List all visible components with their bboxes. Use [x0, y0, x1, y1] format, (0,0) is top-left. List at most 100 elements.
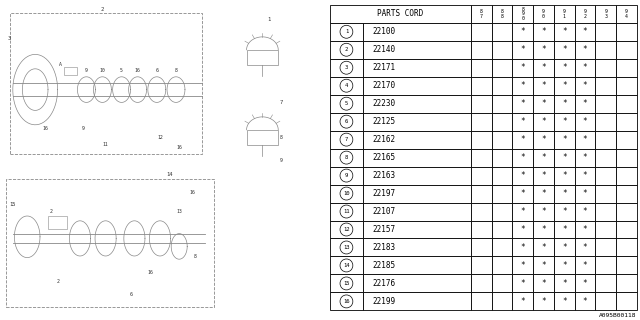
- Bar: [364, 256, 471, 275]
- Bar: [246, 130, 278, 145]
- Bar: [471, 292, 492, 310]
- Text: *: *: [520, 81, 525, 90]
- Text: 8
8: 8 8: [500, 9, 504, 19]
- Bar: [364, 95, 471, 113]
- Text: 8: 8: [345, 155, 348, 160]
- Bar: [471, 167, 492, 185]
- Bar: [554, 220, 575, 238]
- Bar: [595, 5, 616, 23]
- Bar: [471, 256, 492, 275]
- Text: *: *: [582, 225, 588, 234]
- Bar: [364, 77, 471, 95]
- Circle shape: [340, 295, 353, 308]
- Bar: [364, 238, 471, 256]
- Bar: [492, 59, 513, 77]
- Bar: [492, 113, 513, 131]
- Text: *: *: [520, 225, 525, 234]
- Bar: [554, 113, 575, 131]
- Bar: [471, 148, 492, 167]
- Bar: [554, 292, 575, 310]
- Bar: [533, 41, 554, 59]
- Bar: [533, 203, 554, 220]
- Bar: [513, 256, 533, 275]
- Bar: [492, 95, 513, 113]
- Text: 9
3: 9 3: [604, 9, 607, 19]
- Text: 14: 14: [343, 263, 349, 268]
- Bar: [492, 203, 513, 220]
- Bar: [616, 77, 637, 95]
- Bar: [554, 131, 575, 148]
- Circle shape: [340, 277, 353, 290]
- Text: 16: 16: [148, 269, 153, 275]
- Text: *: *: [541, 171, 546, 180]
- Bar: [471, 23, 492, 41]
- Text: 2: 2: [100, 7, 104, 12]
- Text: *: *: [541, 63, 546, 72]
- Bar: [575, 77, 595, 95]
- Circle shape: [340, 115, 353, 128]
- Text: *: *: [541, 99, 546, 108]
- Bar: [575, 5, 595, 23]
- Text: *: *: [582, 171, 588, 180]
- Text: *: *: [520, 261, 525, 270]
- Bar: [616, 238, 637, 256]
- Bar: [595, 131, 616, 148]
- Text: 9
4: 9 4: [625, 9, 628, 19]
- Bar: [533, 238, 554, 256]
- Bar: [471, 113, 492, 131]
- Bar: [616, 5, 637, 23]
- Circle shape: [340, 61, 353, 74]
- Bar: [616, 131, 637, 148]
- Bar: [513, 167, 533, 185]
- Text: *: *: [541, 225, 546, 234]
- Text: *: *: [541, 261, 546, 270]
- Text: A095B00118: A095B00118: [599, 313, 637, 318]
- Text: 5: 5: [345, 101, 348, 106]
- Bar: [364, 148, 471, 167]
- Bar: [575, 238, 595, 256]
- Bar: [554, 5, 575, 23]
- Text: 22185: 22185: [372, 261, 395, 270]
- Bar: [554, 238, 575, 256]
- Text: 9
0: 9 0: [542, 9, 545, 19]
- Text: 22140: 22140: [372, 45, 395, 54]
- Text: 2: 2: [345, 47, 348, 52]
- Bar: [330, 292, 364, 310]
- Bar: [364, 167, 471, 185]
- Circle shape: [340, 187, 353, 200]
- Text: 16: 16: [135, 68, 140, 73]
- Bar: [554, 77, 575, 95]
- Bar: [364, 220, 471, 238]
- Text: 16: 16: [189, 189, 195, 195]
- Bar: [616, 95, 637, 113]
- Text: PARTS CORD: PARTS CORD: [377, 9, 423, 18]
- Bar: [471, 238, 492, 256]
- Text: 9: 9: [345, 173, 348, 178]
- Bar: [575, 95, 595, 113]
- Text: 6: 6: [156, 68, 158, 73]
- Bar: [471, 275, 492, 292]
- Bar: [533, 77, 554, 95]
- Bar: [554, 23, 575, 41]
- Bar: [575, 256, 595, 275]
- Bar: [533, 95, 554, 113]
- Bar: [616, 185, 637, 203]
- Bar: [595, 41, 616, 59]
- Bar: [492, 23, 513, 41]
- Bar: [471, 59, 492, 77]
- Text: *: *: [541, 117, 546, 126]
- Bar: [595, 77, 616, 95]
- Bar: [492, 5, 513, 23]
- Text: *: *: [541, 81, 546, 90]
- Bar: [595, 23, 616, 41]
- Bar: [595, 203, 616, 220]
- Text: *: *: [520, 297, 525, 306]
- Text: *: *: [582, 279, 588, 288]
- Bar: [330, 23, 364, 41]
- Text: *: *: [582, 63, 588, 72]
- Text: *: *: [520, 27, 525, 36]
- Bar: [330, 95, 364, 113]
- Text: *: *: [562, 297, 566, 306]
- Text: 11: 11: [343, 209, 349, 214]
- Bar: [513, 185, 533, 203]
